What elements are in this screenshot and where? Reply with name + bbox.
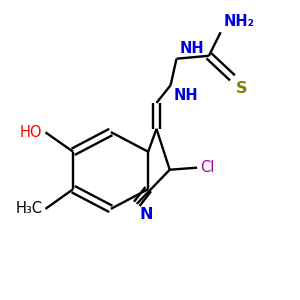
Text: H₃C: H₃C xyxy=(16,201,43,216)
Text: NH: NH xyxy=(179,41,204,56)
Text: S: S xyxy=(236,81,247,96)
Text: HO: HO xyxy=(20,125,43,140)
Text: N: N xyxy=(140,207,153,222)
Text: NH₂: NH₂ xyxy=(224,14,255,29)
Text: Cl: Cl xyxy=(200,160,214,175)
Text: NH: NH xyxy=(174,88,198,103)
